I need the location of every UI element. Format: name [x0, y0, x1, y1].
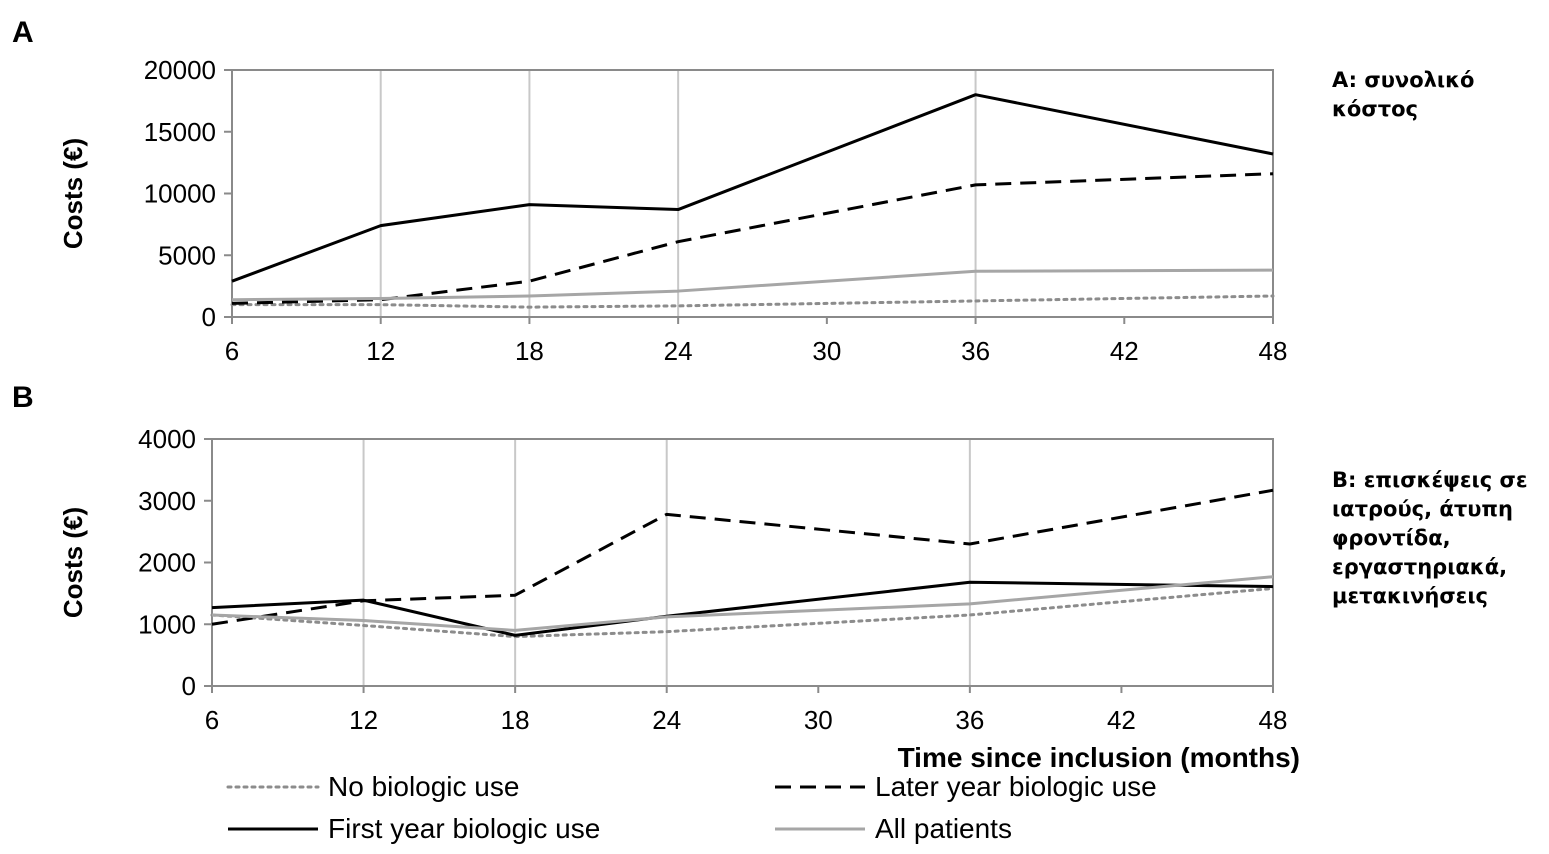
panel-label: B	[12, 381, 34, 414]
x-tick-label: 36	[961, 336, 990, 366]
x-tick-label: 24	[652, 705, 681, 735]
legend-label: First year biologic use	[328, 813, 600, 844]
legend: No biologic use Later year biologic use Fi…	[226, 771, 1157, 844]
plot-frame	[231, 69, 1274, 318]
series-line-no-biologic-use	[210, 586, 1275, 639]
x-tick-label: 36	[955, 705, 984, 735]
legend-label: All patients	[875, 813, 1012, 844]
series-line-later-year-biologic-use	[231, 172, 1274, 305]
chart-panel-b: B 0 1000 2000 3000 4000 6 12 18 24 30 36 42 48 Costs (…	[12, 381, 1300, 773]
y-tick-label: 2000	[138, 548, 196, 578]
x-tick-label: 48	[1259, 705, 1288, 735]
x-tick-label: 12	[349, 705, 378, 735]
annotation-b-line-5: μετακινήσεις	[1332, 584, 1489, 608]
y-tick-label: 3000	[138, 486, 196, 516]
series-line-first-year-biologic-use	[231, 93, 1274, 283]
y-axis-label: Costs (€)	[58, 138, 88, 249]
x-tick-label: 6	[225, 336, 239, 366]
x-tick-label: 42	[1107, 705, 1136, 735]
y-tick-label: 1000	[138, 609, 196, 639]
x-tick-label: 18	[501, 705, 530, 735]
panel-label: A	[12, 16, 34, 49]
x-tick-label: 18	[515, 336, 544, 366]
annotation-panel-b: B: επισκέψεις σε ιατρούς, άτυπη φροντίδα…	[1332, 466, 1528, 611]
y-tick-label: 0	[182, 671, 196, 701]
x-axis-label: Time since inclusion (months)	[898, 742, 1300, 773]
y-tick-label: 10000	[144, 179, 216, 209]
annotation-a-line-2: κόστος	[1332, 97, 1418, 121]
annotation-b-line-1: B: επισκέψεις σε	[1332, 468, 1528, 492]
plot-frame	[211, 438, 1274, 687]
series-line-later-year-biologic-use	[211, 488, 1274, 626]
x-tick-label: 42	[1110, 336, 1139, 366]
y-tick-label: 20000	[144, 55, 216, 85]
y-tick-label: 4000	[138, 424, 196, 454]
annotation-panel-a: A: συνολικό κόστος	[1332, 66, 1474, 124]
x-tick-label: 30	[812, 336, 841, 366]
y-tick-label: 15000	[144, 117, 216, 147]
series-line-no-biologic-use	[230, 294, 1275, 309]
series-line-first-year-biologic-use	[211, 580, 1274, 637]
series-line-all-patients	[231, 268, 1274, 302]
x-tick-label: 12	[366, 336, 395, 366]
annotation-b-line-3: φροντίδα,	[1332, 526, 1451, 550]
chart-panel-a: A 0 5000 10000 15000 20000 6 12 18 24 30 36 42 48 Cost…	[12, 16, 1287, 366]
annotation-a-line-1: A: συνολικό	[1332, 68, 1475, 92]
series-line-all-patients	[211, 575, 1274, 632]
legend-label: Later year biologic use	[875, 771, 1157, 802]
x-tick-label: 30	[804, 705, 833, 735]
y-tick-label: 0	[202, 302, 216, 332]
y-tick-label: 5000	[158, 240, 216, 270]
annotation-b-line-2: ιατρούς, άτυπη	[1332, 497, 1513, 521]
annotation-b-line-4: εργαστηριακά,	[1332, 555, 1508, 579]
x-tick-label: 24	[664, 336, 693, 366]
y-axis-label: Costs (€)	[58, 507, 88, 618]
x-tick-label: 6	[205, 705, 219, 735]
x-tick-label: 48	[1259, 336, 1288, 366]
legend-label: No biologic use	[328, 771, 519, 802]
